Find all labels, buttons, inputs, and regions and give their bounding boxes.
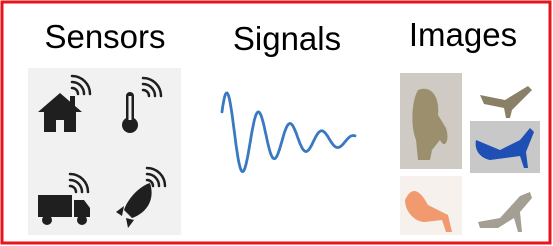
- panel-title: Images: [409, 16, 517, 53]
- figure: Sensors Signals Images: [0, 0, 553, 246]
- images-panel: [400, 73, 540, 235]
- sensors-panel: [28, 68, 181, 235]
- panel-title: Sensors: [44, 18, 165, 55]
- panel-title: Signals: [233, 20, 341, 57]
